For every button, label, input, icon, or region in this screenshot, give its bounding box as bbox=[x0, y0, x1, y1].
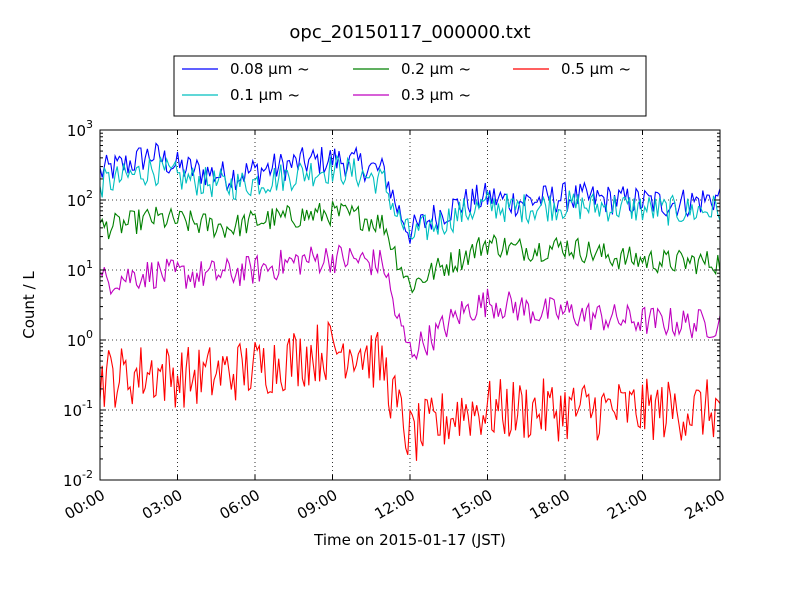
x-axis-label: Time on 2015-01-17 (JST) bbox=[313, 531, 506, 549]
series-line-0 bbox=[99, 142, 721, 244]
legend-label: 0.5 μm ~ bbox=[561, 60, 631, 78]
legend-label: 0.3 μm ~ bbox=[401, 86, 471, 104]
y-axis-label: Count / L bbox=[20, 271, 38, 339]
y-tick-label: 103 bbox=[67, 118, 93, 140]
series-line-3 bbox=[99, 244, 721, 361]
series-group bbox=[99, 142, 721, 461]
chart-title: opc_20150117_000000.txt bbox=[289, 22, 530, 43]
y-tick-label: 10-1 bbox=[63, 398, 93, 420]
legend-frame bbox=[173, 55, 647, 117]
series-line-4 bbox=[99, 320, 721, 461]
y-tick-label: 10-2 bbox=[63, 468, 93, 490]
series-line-1 bbox=[99, 154, 721, 241]
legend-label: 0.08 μm ~ bbox=[230, 60, 310, 78]
legend-label: 0.2 μm ~ bbox=[401, 60, 471, 78]
y-tick-label: 100 bbox=[67, 328, 93, 350]
y-tick-label: 102 bbox=[67, 188, 93, 210]
legend: 0.08 μm ~ 0.1 μm ~ 0.2 μm ~ 0.3 μm ~ 0.5 μm … bbox=[173, 55, 647, 117]
series-line-2 bbox=[99, 201, 721, 294]
grid bbox=[100, 130, 720, 480]
y-axis: 10-2 10-1 100 101 102 103 bbox=[63, 118, 720, 490]
legend-label: 0.1 μm ~ bbox=[230, 86, 300, 104]
y-tick-label: 101 bbox=[67, 258, 93, 280]
